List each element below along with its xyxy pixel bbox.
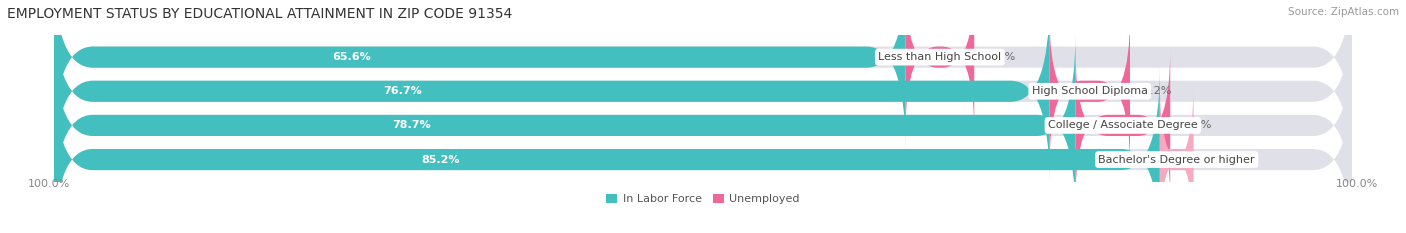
Text: EMPLOYMENT STATUS BY EDUCATIONAL ATTAINMENT IN ZIP CODE 91354: EMPLOYMENT STATUS BY EDUCATIONAL ATTAINM… (7, 7, 512, 21)
FancyBboxPatch shape (53, 68, 1160, 233)
FancyBboxPatch shape (1076, 51, 1170, 200)
FancyBboxPatch shape (53, 0, 1353, 149)
Legend: In Labor Force, Unemployed: In Labor Force, Unemployed (602, 189, 804, 209)
FancyBboxPatch shape (53, 0, 905, 149)
Text: 6.2%: 6.2% (1143, 86, 1171, 96)
FancyBboxPatch shape (1160, 85, 1194, 233)
FancyBboxPatch shape (53, 34, 1353, 217)
Text: Source: ZipAtlas.com: Source: ZipAtlas.com (1288, 7, 1399, 17)
Text: 65.6%: 65.6% (333, 52, 371, 62)
Text: 76.7%: 76.7% (382, 86, 422, 96)
Text: 78.7%: 78.7% (392, 120, 430, 130)
FancyBboxPatch shape (53, 34, 1076, 217)
Text: College / Associate Degree: College / Associate Degree (1047, 120, 1198, 130)
FancyBboxPatch shape (1049, 17, 1130, 166)
Text: 100.0%: 100.0% (1336, 179, 1378, 189)
FancyBboxPatch shape (905, 0, 974, 132)
Text: 2.6%: 2.6% (1206, 154, 1234, 164)
Text: 7.3%: 7.3% (1184, 120, 1212, 130)
Text: 5.3%: 5.3% (987, 52, 1015, 62)
FancyBboxPatch shape (53, 68, 1353, 233)
Text: Bachelor's Degree or higher: Bachelor's Degree or higher (1098, 154, 1256, 164)
FancyBboxPatch shape (53, 0, 1353, 183)
Text: High School Diploma: High School Diploma (1032, 86, 1147, 96)
Text: 100.0%: 100.0% (28, 179, 70, 189)
FancyBboxPatch shape (53, 0, 1049, 183)
Text: Less than High School: Less than High School (879, 52, 1001, 62)
Text: 85.2%: 85.2% (422, 154, 460, 164)
